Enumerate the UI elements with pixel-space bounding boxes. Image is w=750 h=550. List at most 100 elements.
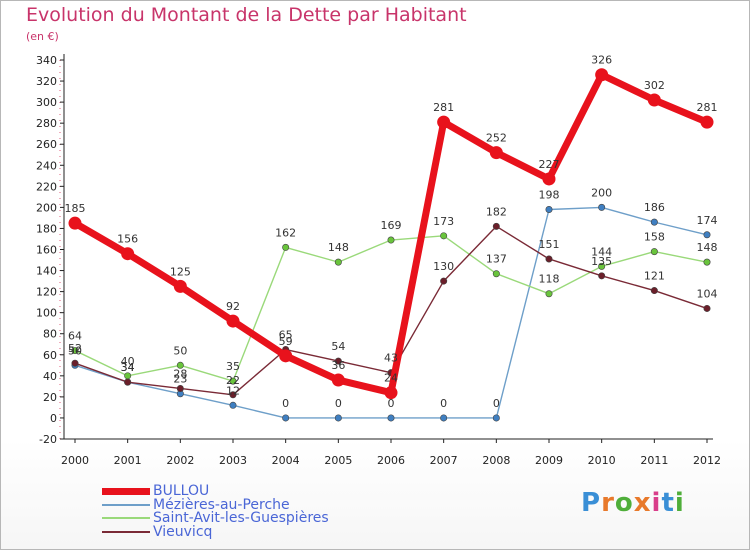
y-tick-label: 60 xyxy=(43,349,57,362)
data-label: 302 xyxy=(644,79,665,92)
data-point xyxy=(700,115,714,129)
data-label: 118 xyxy=(539,273,560,286)
y-tick-label: 20 xyxy=(43,391,57,404)
x-tick-label: 2011 xyxy=(640,454,668,467)
data-label: 0 xyxy=(440,397,447,410)
y-tick-label: 280 xyxy=(36,117,57,130)
data-label: 151 xyxy=(539,238,560,251)
data-point xyxy=(279,349,293,363)
data-label: 148 xyxy=(328,241,349,254)
data-point xyxy=(124,378,132,386)
data-label: 186 xyxy=(644,201,665,214)
data-point xyxy=(229,391,237,399)
data-point xyxy=(489,146,503,160)
logo-letter: i xyxy=(651,488,662,518)
data-point xyxy=(650,287,658,295)
data-point xyxy=(437,115,451,129)
legend-swatch xyxy=(102,530,150,533)
series-line-BULLOU xyxy=(71,71,711,397)
x-tick-label: 2008 xyxy=(482,454,510,467)
data-point xyxy=(226,314,240,328)
data-point xyxy=(334,258,342,266)
logo-letter: P xyxy=(581,488,602,518)
data-label: 65 xyxy=(279,329,293,342)
data-label: 0 xyxy=(335,397,342,410)
data-point xyxy=(545,255,553,263)
legend-swatch xyxy=(102,488,150,495)
legend-label: Saint-Avit-les-Guespières xyxy=(153,510,329,526)
data-point xyxy=(492,414,500,422)
data-label: 125 xyxy=(170,265,191,278)
data-point xyxy=(384,386,398,400)
data-label: 252 xyxy=(486,132,507,145)
data-label: 130 xyxy=(433,260,454,273)
logo-letter: t xyxy=(661,488,675,518)
data-point xyxy=(598,203,606,211)
data-label: 0 xyxy=(388,397,395,410)
x-tick-label: 2007 xyxy=(430,454,458,467)
data-point xyxy=(650,248,658,256)
data-label: 227 xyxy=(539,158,560,171)
data-label: 200 xyxy=(591,186,612,199)
data-point xyxy=(492,270,500,278)
logo-letter: o xyxy=(614,488,634,518)
logo-letter: r xyxy=(601,488,615,518)
y-tick-label: 240 xyxy=(36,159,57,172)
data-point xyxy=(595,68,609,82)
data-label: 281 xyxy=(433,101,454,114)
data-point xyxy=(545,290,553,298)
data-label: 326 xyxy=(591,54,612,67)
y-tick-label: 340 xyxy=(36,54,57,67)
y-tick-label: -20 xyxy=(39,433,57,446)
data-label: 0 xyxy=(282,397,289,410)
x-tick-label: 2001 xyxy=(114,454,142,467)
y-tick-label: 320 xyxy=(36,75,57,88)
data-label: 28 xyxy=(173,367,187,380)
data-point xyxy=(440,232,448,240)
data-point xyxy=(542,172,556,186)
legend-label: BULLOU xyxy=(153,483,210,499)
data-label: 281 xyxy=(697,101,718,114)
data-point xyxy=(334,357,342,365)
x-tick-label: 2010 xyxy=(588,454,616,467)
x-tick-label: 2012 xyxy=(693,454,721,467)
data-point xyxy=(121,247,135,261)
data-label: 158 xyxy=(644,231,665,244)
data-label: 23 xyxy=(173,373,187,386)
y-tick-label: 160 xyxy=(36,244,57,257)
data-label: 121 xyxy=(644,270,665,283)
data-label: 35 xyxy=(226,360,240,373)
y-tick-label: 260 xyxy=(36,138,57,151)
proxiti-logo: Proxiti xyxy=(581,488,685,518)
data-point xyxy=(331,373,345,387)
data-point xyxy=(387,236,395,244)
x-tick-label: 2006 xyxy=(377,454,405,467)
x-tick-label: 2000 xyxy=(61,454,89,467)
data-point xyxy=(647,93,661,107)
x-tick-label: 2009 xyxy=(535,454,563,467)
data-label: 36 xyxy=(331,359,345,372)
y-tick-label: 100 xyxy=(36,307,57,320)
chart-title: Evolution du Montant de la Dette par Hab… xyxy=(26,4,467,26)
data-point xyxy=(650,218,658,226)
data-point xyxy=(598,272,606,280)
data-label: 104 xyxy=(697,287,718,300)
legend-item: Vieuvicq xyxy=(102,524,402,540)
data-label: 137 xyxy=(486,253,507,266)
data-point xyxy=(387,414,395,422)
legend-item: Mézières-au-Perche xyxy=(102,497,402,513)
data-label: 12 xyxy=(226,384,240,397)
legend-item: BULLOU xyxy=(102,483,402,499)
data-point xyxy=(229,377,237,385)
data-point xyxy=(176,361,184,369)
x-tick-label: 2005 xyxy=(324,454,352,467)
y-tick-label: 220 xyxy=(36,180,57,193)
data-label: 50 xyxy=(68,344,82,357)
data-label: 34 xyxy=(121,361,135,374)
data-label: 43 xyxy=(384,352,398,365)
data-label: 52 xyxy=(68,342,82,355)
y-tick-label: 140 xyxy=(36,265,57,278)
data-point xyxy=(282,414,290,422)
legend-swatch xyxy=(102,517,150,519)
